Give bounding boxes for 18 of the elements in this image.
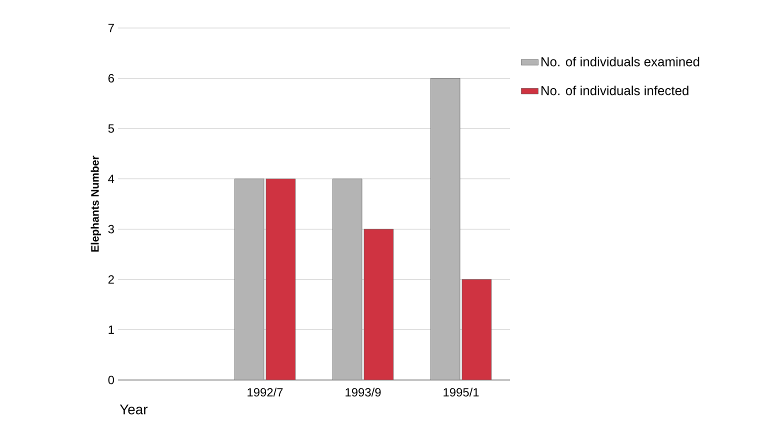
y-tick-label: 2 xyxy=(108,275,114,284)
y-tick-label: 7 xyxy=(108,24,114,32)
y-tick-label: 3 xyxy=(108,224,114,234)
bar xyxy=(364,228,394,380)
y-tick-label: 6 xyxy=(108,74,114,83)
y-tick-label: 0 xyxy=(108,376,114,384)
x-tick-label: 1993/9 xyxy=(346,388,381,397)
x-tick-label: 1992/7 xyxy=(248,388,283,397)
y-tick-label: 4 xyxy=(108,174,114,183)
x-axis-title: Year xyxy=(120,404,148,414)
y-tick-label: 1 xyxy=(108,326,114,334)
bar xyxy=(462,279,492,380)
legend-label: No. of individuals examined xyxy=(541,56,700,66)
y-axis-title: Elephants Number xyxy=(90,156,101,252)
y-tick-label: 5 xyxy=(108,124,114,133)
bar xyxy=(266,178,296,380)
x-tick-label: 1995/1 xyxy=(444,388,479,397)
legend-label: No. of individuals infected xyxy=(541,86,688,96)
